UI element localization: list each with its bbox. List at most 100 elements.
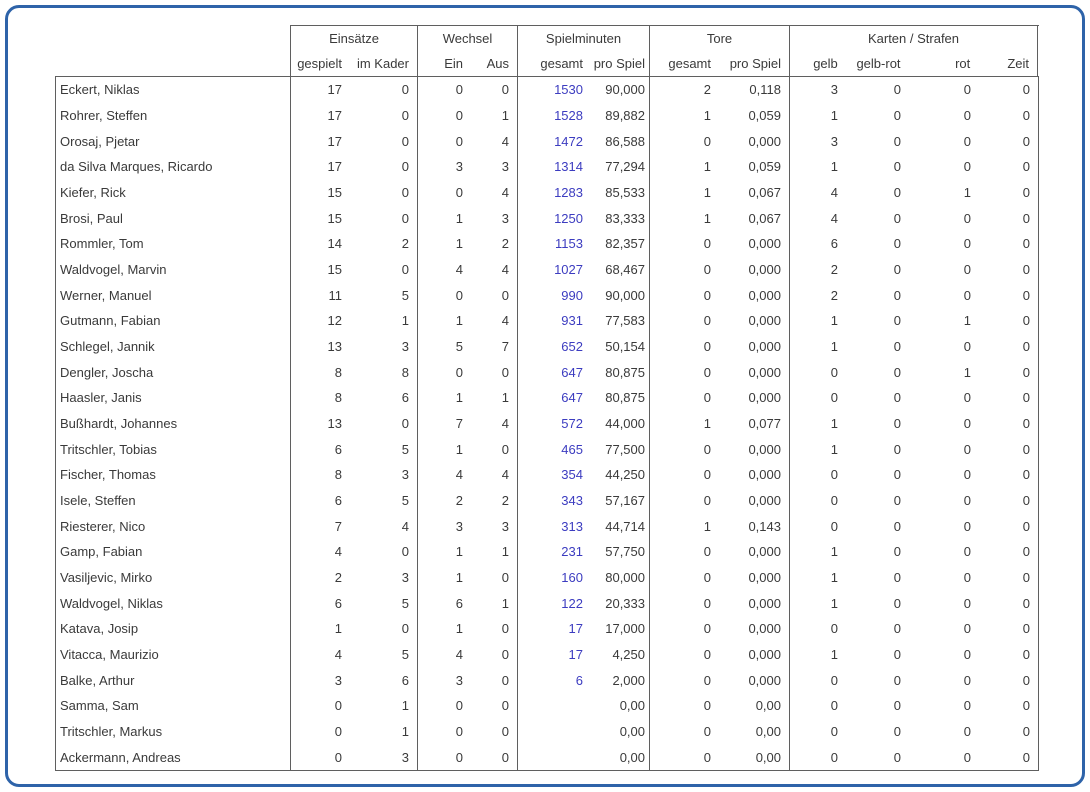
stat-cell: 0,00 xyxy=(755,749,781,765)
player-row-vitacca-maurizio[interactable]: Vitacca, Maurizio 4 5 4 0 17 4,250 0 0,000 1 0 0 0 xyxy=(56,641,1038,668)
player-row-haasler-janis[interactable]: Haasler, Janis 8 6 1 1 647 80,875 0 0,000 0 0 0 0 xyxy=(56,385,1038,411)
stat-cell: 80,875 xyxy=(605,364,645,380)
stat-cell: 1 xyxy=(501,595,509,611)
player-row-gutmann-fabian[interactable]: Gutmann, Fabian 12 1 1 4 931 77,583 0 0,000 1 0 1 0 xyxy=(56,308,1038,334)
stat-cell: 0 xyxy=(417,179,469,206)
stat-cell: 1250 xyxy=(517,205,589,232)
player-row-orosaj-pjetar[interactable]: Orosaj, Pjetar 17 0 0 4 1472 86,588 0 0,000 3 0 0 0 xyxy=(56,128,1038,155)
player-name: Kiefer, Rick xyxy=(60,185,126,201)
stat-cell: 0 xyxy=(401,108,409,123)
stat-cell: 572 xyxy=(517,410,589,437)
stat-cell: 0 xyxy=(789,616,844,642)
stat-cell: 0 xyxy=(963,159,971,175)
player-row-isele-steffen[interactable]: Isele, Steffen 6 5 2 2 343 57,167 0 0,000 0 0 0 0 xyxy=(56,487,1038,514)
stat-cell: 6 xyxy=(401,390,409,406)
player-row-riesterer-nico[interactable]: Riesterer, Nico 7 4 3 3 313 44,714 1 0,143 0 0 0 0 xyxy=(56,513,1038,540)
player-row-tritschler-tobias[interactable]: Tritschler, Tobias 6 5 1 0 465 77,500 0 0,000 1 0 0… xyxy=(56,436,1038,463)
player-row-bu-hardt-johannes[interactable]: Bußhardt, Johannes 13 0 7 4 572 44,000 1 0,077 1 0… xyxy=(56,410,1038,437)
player-row-schlegel-jannik[interactable]: Schlegel, Jannik 13 3 5 7 652 50,154 0 0,000 1 0 0 0 xyxy=(56,333,1038,360)
stat-cell: 15 xyxy=(290,179,354,206)
stat-cell: 4 xyxy=(290,539,354,565)
player-row-rommler-tom[interactable]: Rommler, Tom 14 2 1 2 1153 82,357 0 0,000 6 0 0 0 xyxy=(56,231,1038,257)
player-row-waldvogel-marvin[interactable]: Waldvogel, Marvin 15 0 4 4 1027 68,467 0 0,000 2 0… xyxy=(56,256,1038,283)
stat-cell: 0 xyxy=(401,82,409,98)
header-col-aus-wechsel: Aus xyxy=(486,55,509,71)
stat-cell: 7 xyxy=(417,410,469,437)
player-row-gamp-fabian[interactable]: Gamp, Fabian 4 0 1 1 231 57,750 0 0,000 1 0 0 0 xyxy=(56,539,1038,565)
stat-cell: 0 xyxy=(649,308,719,334)
stat-cell: 0 xyxy=(789,487,844,514)
stat-cell: 990 xyxy=(517,282,589,309)
stat-cell: 0 xyxy=(893,493,901,509)
stat-cell: 0 xyxy=(963,544,971,560)
player-name: Isele, Steffen xyxy=(60,493,136,509)
stat-cell: 1 xyxy=(417,564,469,591)
stat-cell: 50,154 xyxy=(605,339,645,355)
player-name: Fischer, Thomas xyxy=(60,467,156,483)
stat-cell: 4,250 xyxy=(612,647,645,663)
header-col-pro-spiel-tore: pro Spiel xyxy=(729,55,781,71)
player-row-vasiljevic-mirko[interactable]: Vasiljevic, Mirko 2 3 1 0 160 80,000 0 0,000 1 0 0 0 xyxy=(56,564,1038,591)
player-row-dengler-joscha[interactable]: Dengler, Joscha 8 8 0 0 647 80,875 0 0,000 0 0 1 0 xyxy=(56,359,1038,386)
player-row-ackermann-andreas[interactable]: Ackermann, Andreas 0 3 0 0 0,00 0 0,00 0 0 0 0 xyxy=(56,744,1038,771)
stat-cell: 7 xyxy=(501,339,509,355)
player-row-rohrer-steffen[interactable]: Rohrer, Steffen 17 0 0 1 1528 89,882 1 0,059 1 0 0 0 xyxy=(56,102,1038,129)
stat-cell: 0 xyxy=(1022,339,1030,355)
header-group-label-tore: Tore xyxy=(706,31,733,46)
stat-cell: 0 xyxy=(893,390,901,406)
stat-cell: 3 xyxy=(401,749,409,765)
stat-cell: 17 xyxy=(290,77,354,103)
player-row-brosi-paul[interactable]: Brosi, Paul 15 0 1 3 1250 83,333 1 0,067 4 0 0 0 xyxy=(56,205,1038,232)
stat-cell: 647 xyxy=(517,359,589,386)
player-row-katava-josip[interactable]: Katava, Josip 1 0 1 0 17 17,000 0 0,000 0 0 0 0 xyxy=(56,616,1038,642)
stat-cell: 0 xyxy=(963,518,971,534)
player-row-eckert-niklas[interactable]: Eckert, Niklas 17 0 0 0 1530 90,000 2 0,118 3 0 0 0 xyxy=(56,77,1038,103)
header-group-spielminuten: Spielminuten gesamt pro Spiel xyxy=(517,26,649,76)
stat-cell: 1 xyxy=(649,513,719,540)
player-row-werner-manuel[interactable]: Werner, Manuel 11 5 0 0 990 90,000 0 0,000 2 0 0 0 xyxy=(56,282,1038,309)
stat-cell: 0 xyxy=(1022,210,1030,226)
player-row-balke-arthur[interactable]: Balke, Arthur 3 6 3 0 6 2,000 0 0,000 0 0 0 0 xyxy=(56,667,1038,694)
stat-cell: 5 xyxy=(401,287,409,303)
stat-cell: 0 xyxy=(893,364,901,380)
stat-cell: 0 xyxy=(893,672,901,688)
stat-cell: 0 xyxy=(417,102,469,129)
stat-cell: 15 xyxy=(290,205,354,232)
stat-cell: 2 xyxy=(649,77,719,103)
table-header: Einsätze gespielt im Kader Wechsel Ein Aus Spi… xyxy=(290,25,1039,76)
header-col-rot-karten-strafen: rot xyxy=(955,55,971,71)
header-col-zeit-karten-strafen: Zeit xyxy=(1007,55,1030,71)
stat-cell: 0,00 xyxy=(755,698,781,714)
stat-cell: 4 xyxy=(501,467,509,483)
player-name: Samma, Sam xyxy=(60,698,139,714)
player-row-tritschler-markus[interactable]: Tritschler, Markus 0 1 0 0 0,00 0 0,00 0 0 0 0 xyxy=(56,718,1038,745)
stat-cell: 90,000 xyxy=(605,287,645,303)
stat-cell: 3 xyxy=(501,210,509,226)
stat-cell: 3 xyxy=(501,518,509,534)
stat-cell: 0 xyxy=(1022,467,1030,483)
stat-cell: 83,333 xyxy=(605,210,645,226)
stat-cell: 0 xyxy=(963,339,971,355)
player-row-fischer-thomas[interactable]: Fischer, Thomas 8 3 4 4 354 44,250 0 0,000 0 0 0 0 xyxy=(56,462,1038,488)
stat-cell: 0 xyxy=(893,210,901,226)
stat-cell: 313 xyxy=(517,513,589,540)
stat-cell: 0 xyxy=(1022,544,1030,560)
player-row-kiefer-rick[interactable]: Kiefer, Rick 15 0 0 4 1283 85,533 1 0,067 4 0 1 0 xyxy=(56,179,1038,206)
stat-cell: 0,000 xyxy=(748,672,781,688)
player-name: Bußhardt, Johannes xyxy=(60,416,178,432)
stat-cell: 0 xyxy=(963,493,971,509)
stat-cell: 8 xyxy=(401,364,409,380)
stat-cell: 0 xyxy=(893,749,901,765)
player-name: Haasler, Janis xyxy=(60,390,142,406)
stat-cell: 0,059 xyxy=(748,108,781,123)
stat-cell: 44,714 xyxy=(605,518,645,534)
player-row-waldvogel-niklas[interactable]: Waldvogel, Niklas 6 5 6 1 122 20,333 0 0,000 1 0 0 0 xyxy=(56,590,1038,617)
player-row-samma-sam[interactable]: Samma, Sam 0 1 0 0 0,00 0 0,00 0 0 0 0 xyxy=(56,693,1038,719)
stat-cell: 82,357 xyxy=(605,236,645,252)
stat-cell: 1 xyxy=(789,539,844,565)
player-row-da-silva-marques-ricardo[interactable]: da Silva Marques, Ricardo 17 0 3 3 1314 77,294… xyxy=(56,154,1038,180)
stat-cell: 15 xyxy=(290,256,354,283)
stat-cell: 0 xyxy=(1022,570,1030,586)
stat-cell: 0 xyxy=(1022,647,1030,663)
